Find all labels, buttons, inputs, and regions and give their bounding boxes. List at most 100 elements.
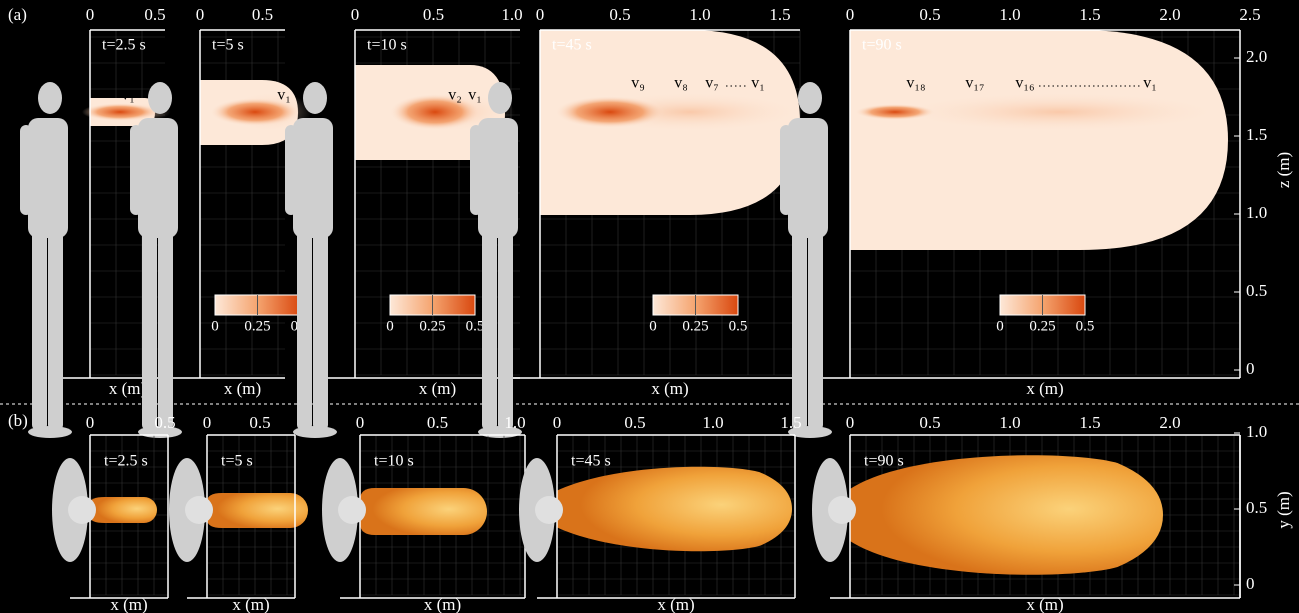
head [338,496,366,524]
x-tick-label: 0.5 [423,5,444,24]
marker-label: v₁₈ [906,75,925,92]
marker-label: v₁ [751,75,765,92]
x-axis-label: x (m) [1026,379,1063,398]
arm [285,125,297,215]
x-tick-label: 2.0 [1159,413,1180,432]
leg [808,230,823,430]
x-tick-label: 1.0 [689,5,710,24]
x-tick-label: 0.5 [427,413,448,432]
person-side-view [470,82,522,438]
head [185,496,213,524]
x-tick-label: 0.5 [252,5,273,24]
person-side-view [20,82,72,438]
x-tick-label: 0.5 [154,413,175,432]
x-tick-label: 0 [553,413,562,432]
plume-diffuse [894,92,1224,132]
x-axis-label: x (m) [109,379,146,398]
z-tick-label: 0 [1246,359,1255,378]
marker-label: v₁ [468,87,482,104]
time-label: t=5 s [212,37,244,54]
plume-core [210,98,300,126]
colorbar-tick-label: 0.25 [244,318,270,334]
leg [48,230,63,430]
torso [293,118,333,238]
arm [130,125,142,215]
colorbar-tick-label: 0.25 [682,318,708,334]
arm [470,125,482,215]
colorbar-tick-label: 0 [996,318,1004,334]
person-side-view [780,82,832,438]
x-axis-label: x (m) [419,379,456,398]
x-tick-label: 1.5 [1079,5,1100,24]
x-axis-label: x (m) [224,379,261,398]
x-tick-label: 0.5 [919,5,940,24]
x-tick-label: 1.0 [999,5,1020,24]
plume-core [855,104,935,120]
colorbar-tick-label: 0.5 [729,318,748,334]
panel-label: (a) [8,5,27,24]
time-label: t=10 s [367,37,407,54]
time-label: t=90 s [864,453,904,470]
z-tick-label: 1.0 [1246,203,1267,222]
leg [482,230,497,430]
marker-label: v₁ [1143,75,1157,92]
y-tick-label: 0.5 [1246,498,1267,517]
person-top-view [519,458,563,562]
x-tick-label: 0 [536,5,545,24]
x-tick-label: 2.5 [1239,5,1260,24]
x-tick-label: 0 [846,5,855,24]
time-label: t=2.5 s [102,37,146,54]
x-axis-label: x (m) [657,595,694,613]
plume-top-view [557,466,792,552]
x-tick-label: 1.5 [769,5,790,24]
x-tick-label: 1.5 [780,413,801,432]
plume-top-view [850,455,1163,575]
x-tick-label: 0.5 [624,413,645,432]
head [535,496,563,524]
z-tick-label: 2.0 [1246,47,1267,66]
foot [788,426,832,438]
colorbar-tick-label: 0.25 [1029,318,1055,334]
marker-label: v₁ [121,87,135,104]
marker-label: v₉ [631,75,645,92]
torso [478,118,518,238]
time-label: t=5 s [221,453,253,470]
person-top-view [812,458,856,562]
head [68,496,96,524]
head [828,496,856,524]
marker-label: v₁₆ [1015,75,1034,92]
marker-label: v₇ [705,75,719,92]
leg [792,230,807,430]
head [148,82,172,114]
colorbar-tick-label: 0 [649,318,657,334]
x-tick-label: 0 [86,5,95,24]
time-label: t=90 s [862,37,902,54]
x-axis-label: x (m) [1026,595,1063,613]
x-tick-label: 2.0 [1159,5,1180,24]
z-tick-label: 1.5 [1246,125,1267,144]
colorbar-tick-label: 0 [386,318,394,334]
torso [28,118,68,238]
x-tick-label: 1.0 [702,413,723,432]
z-tick-label: 0.5 [1246,281,1267,300]
head [38,82,62,114]
x-tick-label: 0.5 [609,5,630,24]
torso [138,118,178,238]
arm [780,125,792,215]
x-tick-label: 0.5 [144,5,165,24]
x-tick-label: 0 [86,413,95,432]
colorbar-tick-label: 0 [211,318,219,334]
marker-label: v₁ [277,87,291,104]
x-tick-label: 1.0 [501,5,522,24]
x-tick-label: 0.5 [919,413,940,432]
torso [788,118,828,238]
head [303,82,327,114]
time-label: t=2.5 s [104,453,148,470]
person-top-view [322,458,366,562]
marker-label: v₈ [674,75,688,92]
z-axis-label: z (m) [1274,152,1293,188]
x-tick-label: 0.5 [249,413,270,432]
plume-core [82,103,158,121]
colorbar-tick-label: 0.5 [466,318,485,334]
